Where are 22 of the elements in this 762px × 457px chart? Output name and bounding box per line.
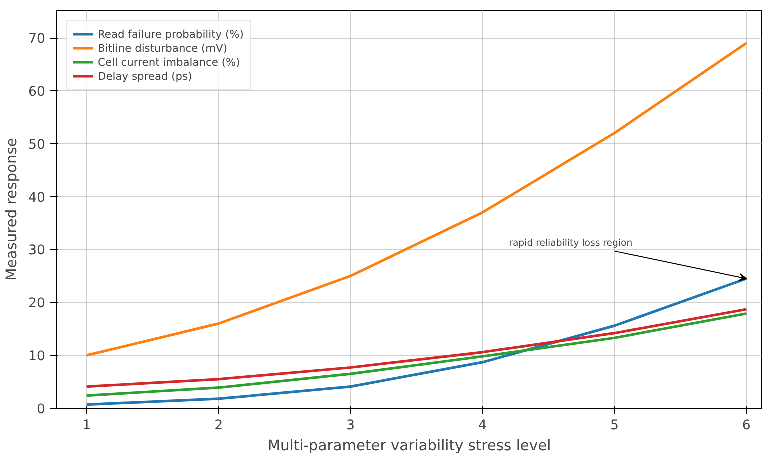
y-tick-label: 0 <box>37 402 46 418</box>
legend-label: Delay spread (ps) <box>98 69 192 83</box>
y-tick-label: 20 <box>28 296 46 312</box>
y-tick-label: 40 <box>28 190 46 206</box>
y-tick-label: 30 <box>28 244 46 259</box>
y-tick-label: 10 <box>28 350 46 365</box>
line-series <box>86 42 748 357</box>
annotation: rapid reliability loss region <box>509 238 633 250</box>
x-tick-label: 3 <box>346 418 356 434</box>
x-tick-label: 4 <box>478 418 487 434</box>
legend-label: Cell current imbalance (%) <box>98 55 240 69</box>
x-tick-label: 1 <box>82 418 92 434</box>
legend-label: Read failure probability (%) <box>98 27 244 41</box>
x-tick-label: 5 <box>610 418 619 434</box>
y-axis-title: Measured response <box>4 138 21 281</box>
y-tick-label: 50 <box>28 138 46 153</box>
legend-label: Bitline disturbance (mV) <box>98 41 228 55</box>
y-tick-label: 60 <box>28 84 46 100</box>
x-tick-label: 6 <box>742 418 751 434</box>
x-axis-title: Multi-parameter variability stress level <box>268 438 552 454</box>
y-tick-label: 70 <box>28 32 46 48</box>
x-tick-label: 2 <box>214 418 224 434</box>
